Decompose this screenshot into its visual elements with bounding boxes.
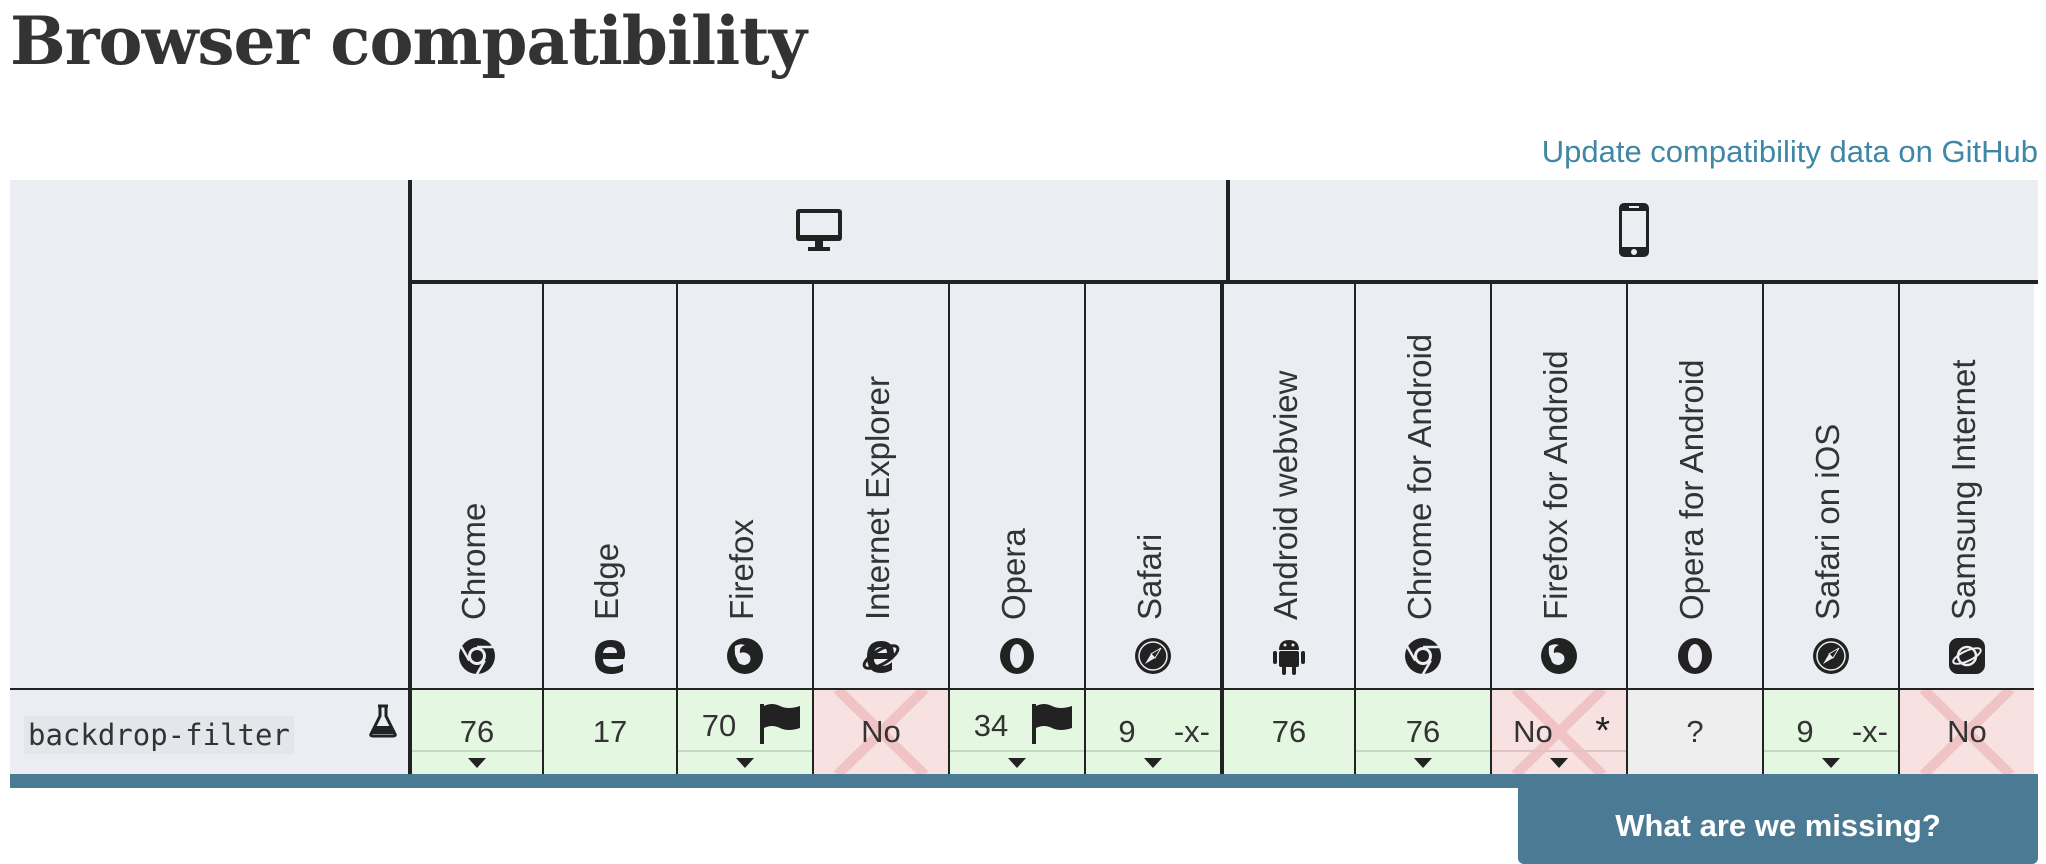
browser-header-safari: Safari (1084, 284, 1220, 688)
expand-toggle[interactable] (1086, 750, 1220, 774)
caret-down-icon (1822, 758, 1840, 768)
safari-icon (1133, 636, 1173, 676)
browser-header-samsung-internet: Samsung Internet (1898, 284, 2034, 688)
platform-desktop (408, 180, 1226, 284)
support-version: 76 (1271, 714, 1307, 749)
caret-down-icon (1144, 758, 1162, 768)
opera-icon (1675, 636, 1715, 676)
support-cell-samsung-internet: No (1898, 688, 2034, 774)
caret-down-icon (1550, 758, 1568, 768)
browser-name: Chrome for Android (1401, 333, 1438, 620)
support-cell-firefox-for-android[interactable]: No * (1490, 688, 1626, 774)
support-version: ? (1686, 714, 1704, 749)
unsupported-cross-icon (833, 690, 929, 774)
support-version: 76 (459, 714, 495, 749)
edge-icon (590, 636, 630, 676)
browser-header-android-webview: Android webview (1220, 284, 1354, 688)
support-version: No (1947, 714, 1987, 749)
browser-header-firefox-for-android: Firefox for Android (1490, 284, 1626, 688)
expand-toggle[interactable] (1492, 750, 1626, 774)
browser-name: Opera for Android (1673, 359, 1710, 621)
support-cell-opera-for-android: ? (1626, 688, 1762, 774)
note-asterisk: * (1595, 710, 1610, 752)
firefox-icon (725, 636, 765, 676)
browser-header-chrome-for-android: Chrome for Android (1354, 284, 1490, 688)
unsupported-cross-icon (1919, 690, 2015, 774)
compat-table: Chrome Edge Firefox Internet Explorer Opera S… (10, 180, 2038, 864)
flag-icon (758, 702, 802, 749)
support-version: 9 (1796, 714, 1814, 749)
table-bottom-bar (10, 774, 2038, 788)
caret-down-icon (1414, 758, 1432, 768)
expand-toggle[interactable] (1356, 750, 1490, 774)
support-version: 34 (973, 708, 1009, 743)
mobile-icon (1618, 202, 1650, 258)
browser-name: Firefox (723, 519, 760, 620)
expand-toggle[interactable] (950, 750, 1084, 774)
browser-header-opera-for-android: Opera for Android (1626, 284, 1762, 688)
support-cell-chrome[interactable]: 76 (408, 688, 542, 774)
chrome-icon (1403, 636, 1443, 676)
browser-name: Samsung Internet (1945, 359, 1982, 621)
support-cell-safari[interactable]: 9 -x- (1084, 688, 1220, 774)
browser-header-opera: Opera (948, 284, 1084, 688)
flask-icon (368, 704, 398, 743)
browser-name: Safari on iOS (1809, 423, 1846, 620)
caret-down-icon (736, 758, 754, 768)
browser-name: Opera (995, 528, 1032, 620)
support-cell-edge: 17 (542, 688, 676, 774)
support-cell-android-webview: 76 (1220, 688, 1354, 774)
chrome-icon (457, 636, 497, 676)
desktop-icon (795, 208, 843, 252)
support-version: 9 (1118, 714, 1136, 749)
expand-toggle[interactable] (412, 750, 542, 774)
support-version: No (861, 714, 901, 749)
browser-header-edge: Edge (542, 284, 676, 688)
browser-name: Edge (588, 542, 625, 620)
support-cell-opera[interactable]: 34 (948, 688, 1084, 774)
browser-header-internet-explorer: Internet Explorer (812, 284, 948, 688)
ie-icon (861, 636, 901, 676)
firefox-icon (1539, 636, 1579, 676)
safari-icon (1811, 636, 1851, 676)
page-title: Browser compatibility (10, 2, 807, 80)
support-cell-internet-explorer: No (812, 688, 948, 774)
update-compat-data-link[interactable]: Update compatibility data on GitHub (1541, 134, 2038, 169)
support-cell-safari-on-ios[interactable]: 9 -x- (1762, 688, 1898, 774)
samsung-icon (1947, 636, 1987, 676)
browser-name: Android webview (1267, 370, 1304, 620)
browser-name: Chrome (455, 502, 492, 620)
browser-header-chrome: Chrome (408, 284, 542, 688)
support-version: 17 (592, 714, 628, 749)
expand-toggle[interactable] (678, 750, 812, 774)
caret-down-icon (1008, 758, 1026, 768)
support-version: No (1513, 714, 1553, 749)
prefix-label: -x- (1173, 714, 1210, 749)
browser-name: Internet Explorer (859, 376, 896, 620)
flag-icon (1030, 702, 1074, 749)
what-are-we-missing-button[interactable]: What are we missing? (1518, 788, 2038, 864)
caret-down-icon (468, 758, 486, 768)
feature-row-header: backdrop-filter (10, 688, 408, 774)
browser-header-firefox: Firefox (676, 284, 812, 688)
support-version: 76 (1405, 714, 1441, 749)
prefix-label: -x- (1851, 714, 1888, 749)
feature-name: backdrop-filter (24, 716, 294, 754)
platform-mobile (1226, 180, 2038, 284)
browser-name: Safari (1131, 533, 1168, 620)
support-cell-firefox[interactable]: 70 (676, 688, 812, 774)
table-corner (10, 180, 408, 688)
browser-header-safari-on-ios: Safari on iOS (1762, 284, 1898, 688)
browser-name: Firefox for Android (1537, 350, 1574, 620)
unsupported-cross-icon (1511, 690, 1607, 774)
opera-icon (997, 636, 1037, 676)
support-cell-chrome-for-android[interactable]: 76 (1354, 688, 1490, 774)
expand-toggle[interactable] (1764, 750, 1898, 774)
android-icon (1269, 636, 1309, 676)
support-version: 70 (701, 708, 737, 743)
